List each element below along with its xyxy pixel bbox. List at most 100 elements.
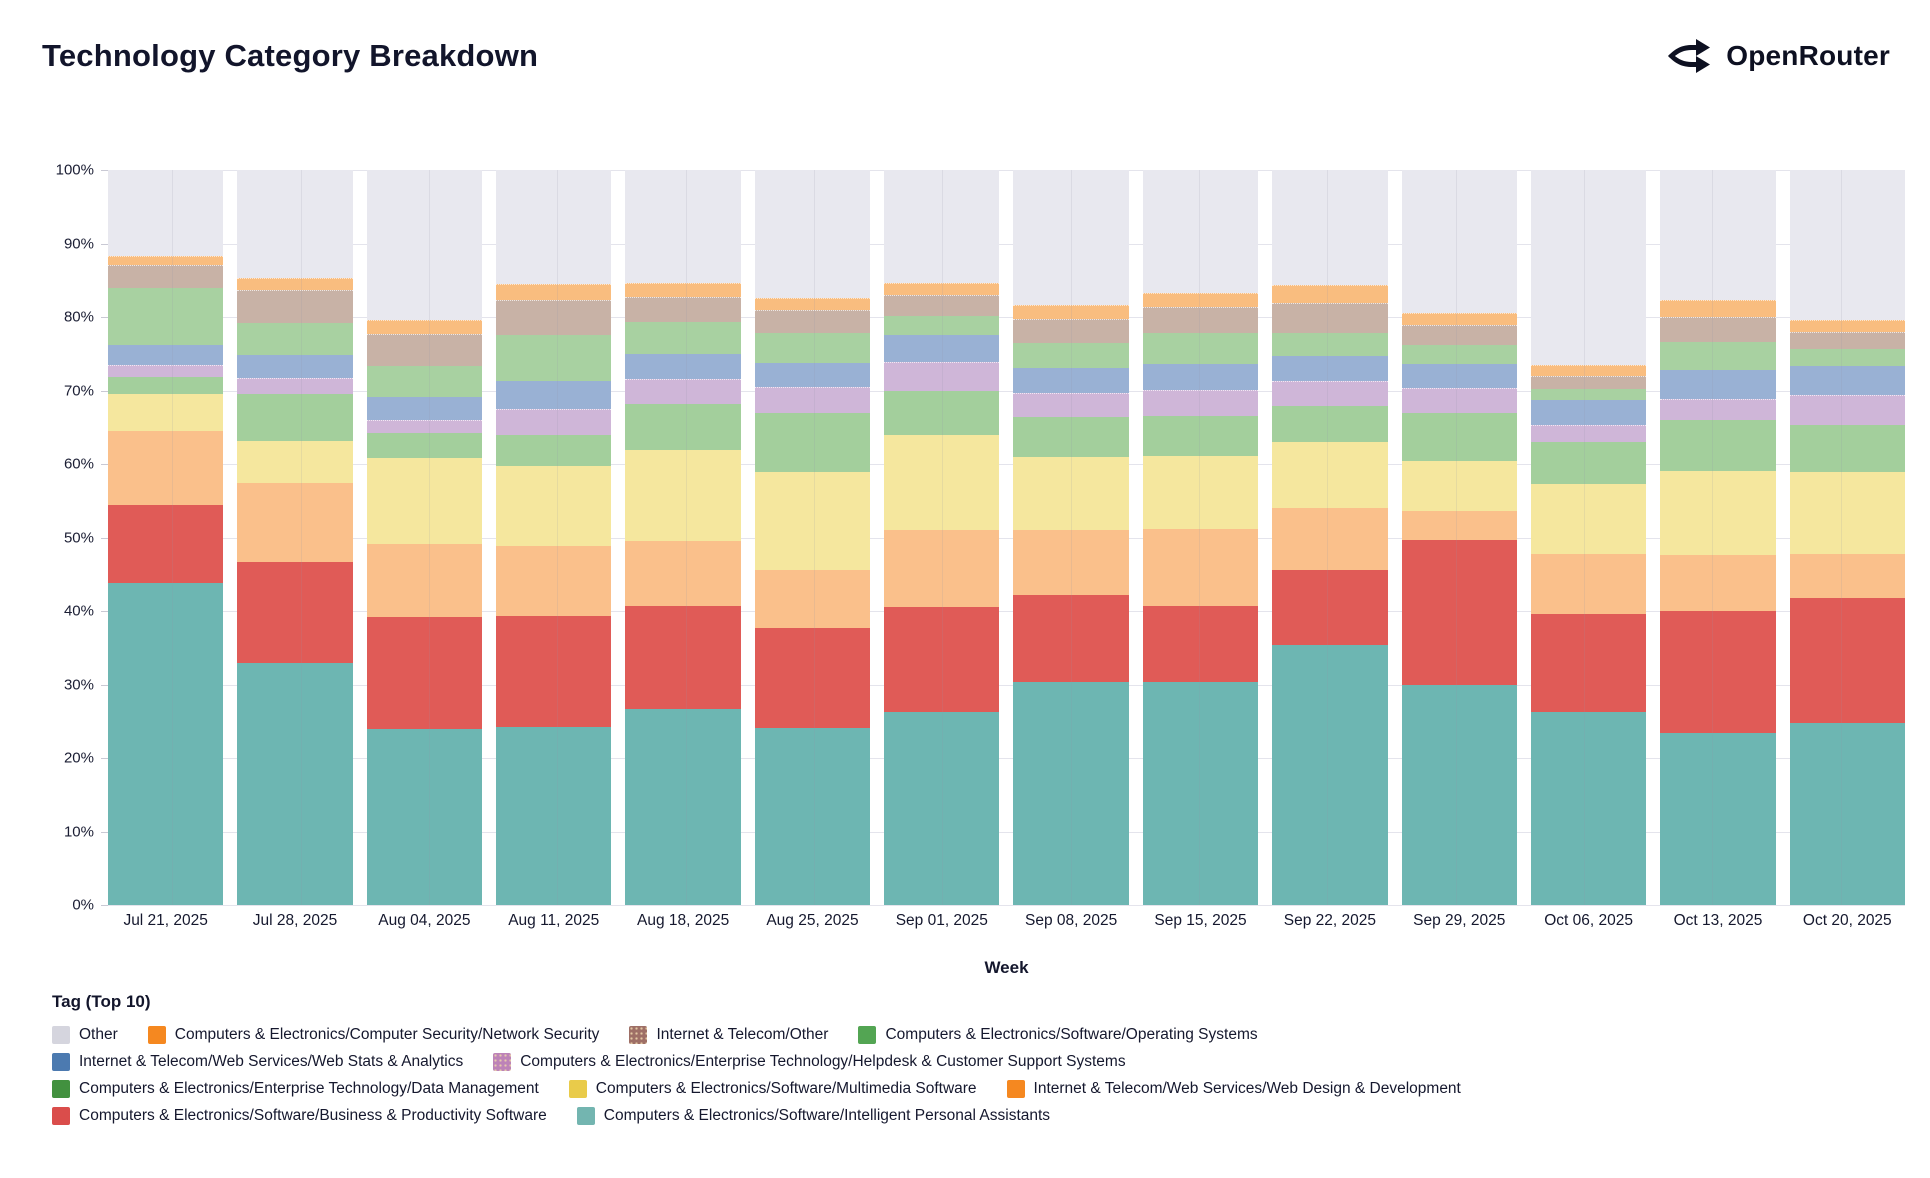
bar-segment-dm[interactable] — [496, 435, 612, 466]
bar-segment-bps[interactable] — [366, 617, 483, 730]
bar-segment-mms[interactable] — [1142, 456, 1259, 530]
bar-segment-ipa[interactable] — [237, 663, 353, 905]
bar-segment-other[interactable] — [108, 170, 224, 256]
bar-segment-bps[interactable] — [1530, 614, 1647, 713]
bar-segment-wsa[interactable] — [237, 354, 353, 378]
bar-segment-ito[interactable] — [108, 264, 224, 289]
bar-segment-ipa[interactable] — [1530, 712, 1647, 905]
bar-segment-dm[interactable] — [1530, 441, 1647, 485]
bar-segment-hcs[interactable] — [366, 420, 483, 433]
bar-segment-wsa[interactable] — [1272, 356, 1388, 382]
bar-segment-wsa[interactable] — [754, 363, 871, 388]
bar-segment-other[interactable] — [1530, 170, 1647, 366]
bar-segment-ns[interactable] — [1272, 284, 1388, 303]
bar-segment-ipa[interactable] — [366, 729, 483, 905]
bar-segment-ipa[interactable] — [1401, 685, 1517, 905]
bar-segment-wdd[interactable] — [884, 530, 1000, 608]
legend-item-wsa[interactable]: Internet & Telecom/Web Services/Web Stat… — [52, 1053, 463, 1071]
bar-segment-wdd[interactable] — [1789, 554, 1905, 599]
bar-segment-ito[interactable] — [1401, 325, 1517, 346]
bar-segment-os[interactable] — [1013, 342, 1129, 369]
bar-segment-dm[interactable] — [366, 432, 483, 458]
bar-segment-wdd[interactable] — [754, 569, 871, 629]
bar-segment-os[interactable] — [1660, 341, 1776, 371]
bar-segment-bps[interactable] — [1142, 606, 1259, 682]
bar-segment-wdd[interactable] — [1660, 555, 1776, 612]
bar-segment-ns[interactable] — [1013, 305, 1129, 319]
bar-segment-wdd[interactable] — [1401, 511, 1517, 540]
bar-segment-ito[interactable] — [884, 295, 1000, 317]
bar-segment-ito[interactable] — [1272, 302, 1388, 334]
bar-segment-other[interactable] — [237, 170, 353, 278]
bar-segment-ito[interactable] — [366, 333, 483, 366]
bar-segment-wsa[interactable] — [496, 380, 612, 410]
bar-segment-mms[interactable] — [496, 465, 612, 547]
bar-segment-dm[interactable] — [108, 377, 224, 395]
bar-segment-ito[interactable] — [754, 310, 871, 334]
bar-segment-wsa[interactable] — [625, 354, 741, 380]
bar-segment-dm[interactable] — [1401, 413, 1517, 461]
bar-sep-15-2025[interactable] — [1142, 169, 1259, 905]
bar-segment-hcs[interactable] — [1401, 387, 1517, 414]
bar-segment-other[interactable] — [496, 170, 612, 285]
bar-segment-bps[interactable] — [625, 606, 741, 709]
bar-segment-os[interactable] — [496, 335, 612, 381]
bar-segment-hcs[interactable] — [754, 387, 871, 414]
legend-item-mms[interactable]: Computers & Electronics/Software/Multime… — [568, 1080, 977, 1098]
bar-segment-os[interactable] — [237, 322, 353, 355]
legend-item-dm[interactable]: Computers & Electronics/Enterprise Techn… — [52, 1080, 539, 1098]
bar-segment-dm[interactable] — [1013, 417, 1129, 457]
bar-segment-wdd[interactable] — [1013, 530, 1129, 596]
bar-segment-mms[interactable] — [1789, 472, 1905, 555]
bar-segment-ipa[interactable] — [108, 582, 224, 905]
bar-segment-os[interactable] — [1142, 333, 1259, 364]
bar-segment-bps[interactable] — [237, 562, 353, 664]
legend-item-ns[interactable]: Computers & Electronics/Computer Securit… — [147, 1026, 599, 1044]
bar-segment-other[interactable] — [1660, 169, 1776, 300]
bar-segment-bps[interactable] — [1401, 539, 1517, 686]
bar-segment-ns[interactable] — [1660, 299, 1776, 317]
bar-segment-ito[interactable] — [1660, 316, 1776, 342]
bar-segment-other[interactable] — [1013, 170, 1129, 306]
bar-segment-mms[interactable] — [108, 394, 224, 431]
bar-segment-os[interactable] — [366, 365, 483, 398]
bar-segment-dm[interactable] — [1272, 405, 1388, 443]
bar-aug-25-2025[interactable] — [754, 170, 871, 905]
bar-segment-hcs[interactable] — [625, 379, 741, 405]
bar-sep-29-2025[interactable] — [1401, 169, 1517, 905]
legend-item-ito[interactable]: Internet & Telecom/Other — [629, 1026, 828, 1044]
bar-segment-os[interactable] — [884, 316, 1000, 336]
bar-segment-bps[interactable] — [754, 628, 871, 728]
bar-segment-mms[interactable] — [884, 435, 1000, 531]
bar-oct-20-2025[interactable] — [1789, 170, 1905, 905]
bar-segment-ito[interactable] — [496, 299, 612, 336]
bar-segment-hcs[interactable] — [884, 361, 1000, 392]
legend-item-bps[interactable]: Computers & Electronics/Software/Busines… — [52, 1107, 547, 1125]
bar-jul-21-2025[interactable] — [108, 170, 224, 905]
bar-segment-ito[interactable] — [1142, 307, 1259, 334]
bar-segment-hcs[interactable] — [1789, 394, 1905, 425]
bar-segment-wdd[interactable] — [625, 541, 741, 607]
bar-segment-wsa[interactable] — [884, 335, 1000, 362]
bar-segment-dm[interactable] — [237, 394, 353, 441]
bar-segment-ns[interactable] — [366, 320, 483, 334]
bar-segment-mms[interactable] — [1401, 460, 1517, 512]
bar-sep-01-2025[interactable] — [884, 169, 1000, 905]
bar-segment-ipa[interactable] — [1272, 645, 1388, 905]
bar-segment-mms[interactable] — [754, 471, 871, 570]
bar-segment-wsa[interactable] — [1660, 370, 1776, 399]
bar-sep-08-2025[interactable] — [1013, 170, 1129, 905]
bar-segment-wdd[interactable] — [1142, 529, 1259, 607]
bar-segment-other[interactable] — [1142, 169, 1259, 293]
bar-segment-os[interactable] — [754, 333, 871, 364]
bar-segment-wsa[interactable] — [108, 345, 224, 366]
bar-segment-os[interactable] — [1530, 388, 1647, 401]
bar-segment-ito[interactable] — [1789, 331, 1905, 349]
bar-segment-other[interactable] — [366, 170, 483, 321]
bar-segment-dm[interactable] — [625, 404, 741, 451]
bar-segment-hcs[interactable] — [1142, 390, 1259, 416]
bar-segment-ns[interactable] — [1142, 292, 1259, 308]
bar-aug-04-2025[interactable] — [366, 170, 483, 905]
bar-segment-bps[interactable] — [1272, 569, 1388, 646]
bar-segment-bps[interactable] — [884, 607, 1000, 713]
